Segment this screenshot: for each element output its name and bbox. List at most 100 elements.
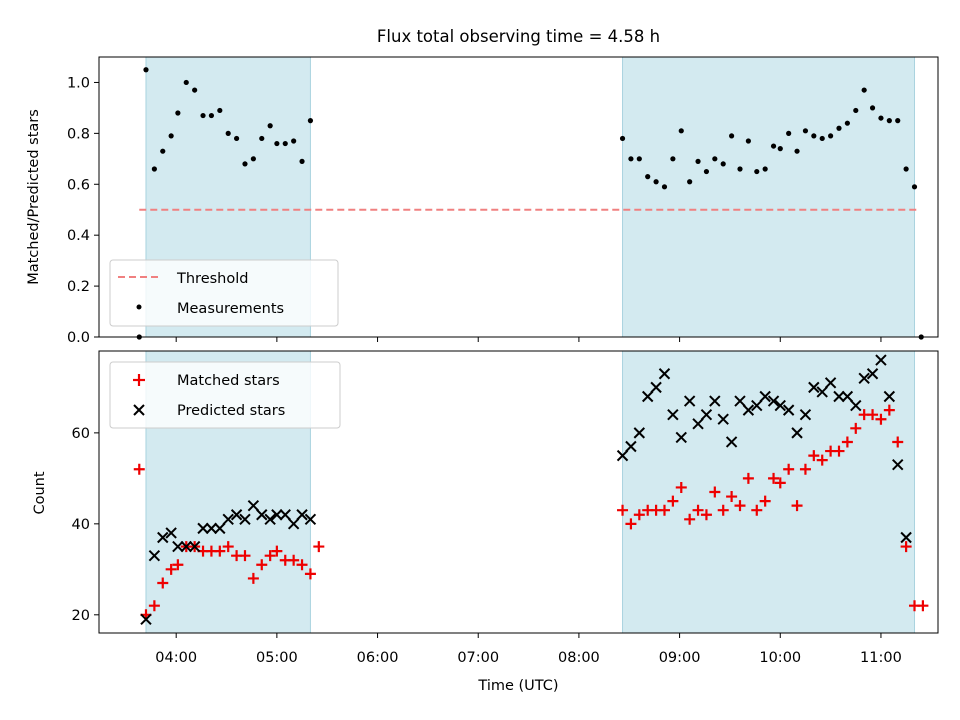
measurement-point [770,143,777,149]
matched-star-point [133,463,145,475]
predicted-star-point [875,354,887,366]
measurement-point [628,156,634,162]
measurement-point [836,125,842,131]
legend-measurements-label: Measurements [177,301,284,317]
predicted-star-point [900,531,912,544]
predicted-star-point [734,395,746,407]
matched-star-point [816,454,828,466]
x-tick-label: 08:00 [558,650,600,666]
legend-predicted-label: Predicted stars [177,403,285,419]
y-tick-label: 1.0 [67,75,90,91]
predicted-star-point [675,431,687,444]
matched-star-point [667,495,679,507]
legend-threshold-label: Threshold [176,271,248,287]
predicted-star-point [833,390,845,403]
predicted-star-point [717,413,729,425]
matched-star-point [875,413,887,425]
matched-star-point [900,541,912,553]
count-axes-frame [98,350,939,634]
predicted-star-point [858,372,870,384]
measurement-point [217,107,223,114]
matched-star-point [751,504,763,516]
matched-star-point [684,513,696,525]
predicted-star-point [157,531,169,544]
matched-star-point [271,545,283,557]
count-panel: 20 40 60 04:00 05:00 06:00 07:00 08:00 09:00 10:… [32,350,939,694]
y-tick-label: 40 [72,517,90,533]
matched-star-point [759,495,771,507]
measurement-point [754,168,760,175]
predicted-star-point [205,522,218,535]
matched-star-point [841,436,853,448]
matched-star-point [288,554,300,566]
ratio-legend: Threshold Measurements [109,259,339,327]
observing-window-2 [622,350,916,634]
chart-title: Flux total observing time = 4.58 h [377,27,660,46]
measurement-point [802,128,809,134]
predicted-star-point [850,399,862,412]
x-tick-label: 09:00 [659,650,701,666]
matched-star-point [296,559,308,571]
matched-star-point [264,550,276,562]
measurement-point [307,118,314,124]
measurement-point [819,135,825,142]
matched-star-point [157,577,169,589]
matched-star-point [700,509,712,521]
predicted-star-point [140,613,152,626]
x-tick-label: 07:00 [457,650,499,666]
predicted-star-point [197,522,209,535]
measurement-point [811,133,817,139]
measurement-point [242,161,248,167]
predicted-star-point [742,404,755,416]
matched-star-point [625,518,637,530]
count-x-ticks: 04:00 05:00 06:00 07:00 08:00 09:00 10:00 11:00 [155,633,902,666]
measurement-point [143,67,149,73]
x-tick-label: 10:00 [759,650,801,666]
predicted-star-point [304,513,317,525]
matched-star-point [783,463,795,475]
predicted-star-point [816,386,828,398]
predicted-star-point [866,368,879,380]
measurement-point [661,184,668,190]
predicted-star-point [239,513,251,525]
measurement-point [678,128,684,134]
measurement-point [208,112,215,119]
x-tick-label: 11:00 [860,650,902,666]
predicted-star-point [808,381,820,394]
measurement-point [250,156,256,162]
predicted-star-point [892,459,904,471]
predicted-star-point [883,390,896,403]
ratio-legend-box [109,259,339,327]
predicted-star-point [767,395,780,407]
measurement-point [168,133,174,139]
matched-star-point [247,572,259,584]
measurement-point [911,184,918,190]
predicted-star-point [230,509,243,521]
measurement-point [175,110,181,116]
y-tick-label: 0.6 [67,177,90,193]
y-tick-label: 60 [72,426,90,442]
predicted-star-point [296,509,308,521]
legend-measurement-swatch [136,304,142,310]
matched-star-point [799,463,811,475]
measurement-point [737,166,743,172]
matched-star-point [791,500,803,512]
legend-matched-swatch [133,374,145,386]
measurement-point [670,156,676,162]
ratio-x-ticks [175,337,882,342]
predicted-star-point [824,377,837,389]
matched-star-point [165,563,177,575]
matched-star-point [717,504,729,516]
predicted-star-point [692,418,704,430]
matched-star-point [148,600,160,612]
predicted-star-point [625,440,637,453]
matched-star-point [726,491,738,503]
matched-star-point [883,404,895,416]
predicted-star-point [188,540,201,553]
measurement-point [233,135,240,142]
count-legend-box [109,361,341,429]
matched-star-point [892,436,904,448]
measurement-point [695,158,701,164]
measurement-point [903,166,909,172]
